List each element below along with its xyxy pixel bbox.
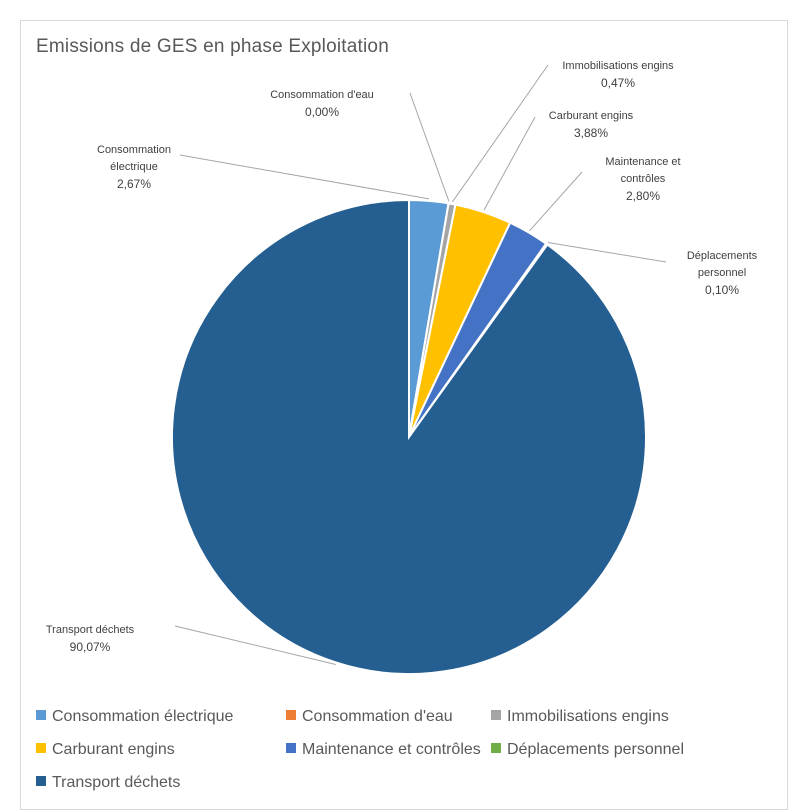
- data-label-value: 2,67%: [116, 177, 152, 191]
- data-label-category: électrique: [110, 161, 158, 173]
- leader-line: [547, 242, 667, 263]
- leader-line: [409, 92, 450, 202]
- data-label-category: personnel: [697, 267, 747, 279]
- data-label-value: 3,88%: [573, 126, 609, 140]
- leader-line: [483, 116, 536, 211]
- legend-label: Immobilisations engins: [507, 708, 669, 725]
- data-label-value: 2,80%: [625, 189, 661, 203]
- data-label-category: Transport déchets: [45, 624, 135, 636]
- data-label: Carburant engins 3,88%: [521, 108, 661, 142]
- legend-item: Déplacements personnel: [491, 741, 684, 759]
- data-label-category: Consommation: [97, 144, 171, 156]
- data-label: Déplacements personnel 0,10%: [652, 248, 792, 299]
- pie-slice-transport-d-chets: [171, 198, 647, 675]
- data-label: Consommation d'eau 0,00%: [252, 87, 392, 121]
- legend-label: Transport déchets: [52, 774, 181, 791]
- legend-label: Déplacements personnel: [507, 741, 684, 758]
- legend-swatch: [491, 743, 501, 753]
- data-label: Maintenance et contrôles 2,80%: [573, 154, 713, 205]
- leader-line: [174, 625, 336, 665]
- chart-title: Emissions de GES en phase Exploitation: [36, 36, 389, 57]
- data-label-value: 90,07%: [69, 640, 111, 654]
- legend-label: Carburant engins: [52, 741, 175, 758]
- data-label-value: 0,10%: [704, 283, 740, 297]
- legend-item: Consommation d'eau: [286, 708, 453, 726]
- legend-item: Consommation électrique: [36, 708, 233, 726]
- data-label-category: Déplacements: [686, 250, 758, 262]
- leader-line: [529, 171, 583, 232]
- data-label-category: Consommation d'eau: [270, 89, 374, 101]
- data-label: Transport déchets 90,07%: [20, 622, 160, 656]
- legend-item: Immobilisations engins: [491, 708, 669, 726]
- leader-line: [451, 64, 549, 203]
- data-label-category: Carburant engins: [548, 110, 634, 122]
- legend-label: Maintenance et contrôles: [302, 741, 481, 758]
- legend-swatch: [286, 710, 296, 720]
- data-label-category: Immobilisations engins: [562, 60, 674, 72]
- data-label: Consommation électrique 2,67%: [64, 142, 204, 193]
- legend-label: Consommation d'eau: [302, 708, 453, 725]
- data-label-category: Maintenance et: [605, 156, 681, 168]
- legend-label: Consommation électrique: [52, 708, 234, 725]
- leader-line: [179, 154, 430, 200]
- data-label-value: 0,47%: [600, 76, 636, 90]
- legend-item: Transport déchets: [36, 774, 180, 792]
- data-label: Immobilisations engins 0,47%: [548, 58, 688, 92]
- data-label-value: 0,00%: [304, 105, 340, 119]
- legend-swatch: [36, 743, 46, 753]
- legend-swatch: [36, 710, 46, 720]
- legend-swatch: [491, 710, 501, 720]
- legend-item: Carburant engins: [36, 741, 175, 759]
- legend-item: Maintenance et contrôles: [286, 741, 481, 759]
- legend-swatch: [286, 743, 296, 753]
- data-label-category: contrôles: [620, 173, 666, 185]
- legend-swatch: [36, 776, 46, 786]
